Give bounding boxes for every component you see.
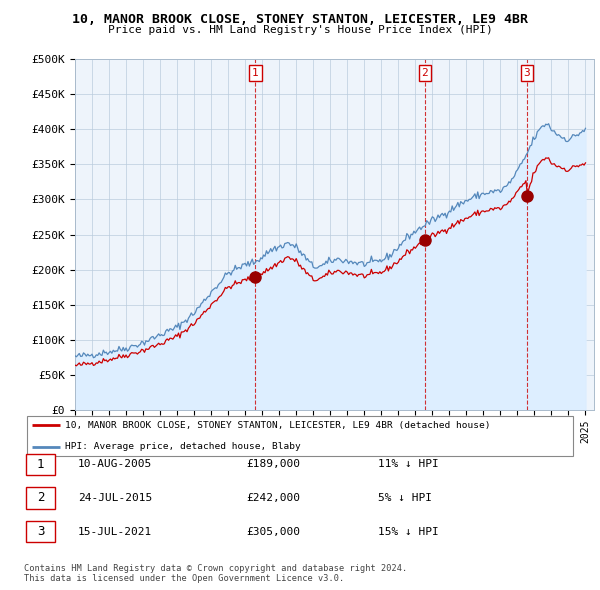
Text: 1: 1 bbox=[37, 458, 44, 471]
Text: £305,000: £305,000 bbox=[246, 527, 300, 536]
Text: £242,000: £242,000 bbox=[246, 493, 300, 503]
FancyBboxPatch shape bbox=[26, 487, 55, 509]
FancyBboxPatch shape bbox=[27, 417, 573, 455]
Text: Price paid vs. HM Land Registry's House Price Index (HPI): Price paid vs. HM Land Registry's House … bbox=[107, 25, 493, 35]
FancyBboxPatch shape bbox=[26, 454, 55, 475]
Text: 10, MANOR BROOK CLOSE, STONEY STANTON, LEICESTER, LE9 4BR (detached house): 10, MANOR BROOK CLOSE, STONEY STANTON, L… bbox=[65, 421, 491, 430]
Text: 3: 3 bbox=[37, 525, 44, 538]
Text: 5% ↓ HPI: 5% ↓ HPI bbox=[378, 493, 432, 503]
Text: 10, MANOR BROOK CLOSE, STONEY STANTON, LEICESTER, LE9 4BR: 10, MANOR BROOK CLOSE, STONEY STANTON, L… bbox=[72, 13, 528, 26]
FancyBboxPatch shape bbox=[26, 521, 55, 542]
Text: 2: 2 bbox=[37, 491, 44, 504]
Text: 15% ↓ HPI: 15% ↓ HPI bbox=[378, 527, 439, 536]
Text: 11% ↓ HPI: 11% ↓ HPI bbox=[378, 460, 439, 469]
Text: 3: 3 bbox=[523, 68, 530, 78]
Text: £189,000: £189,000 bbox=[246, 460, 300, 469]
Text: HPI: Average price, detached house, Blaby: HPI: Average price, detached house, Blab… bbox=[65, 442, 301, 451]
Text: 24-JUL-2015: 24-JUL-2015 bbox=[78, 493, 152, 503]
Text: 1: 1 bbox=[252, 68, 259, 78]
Text: Contains HM Land Registry data © Crown copyright and database right 2024.
This d: Contains HM Land Registry data © Crown c… bbox=[24, 564, 407, 584]
Text: 2: 2 bbox=[421, 68, 428, 78]
Text: 10-AUG-2005: 10-AUG-2005 bbox=[78, 460, 152, 469]
Text: 15-JUL-2021: 15-JUL-2021 bbox=[78, 527, 152, 536]
